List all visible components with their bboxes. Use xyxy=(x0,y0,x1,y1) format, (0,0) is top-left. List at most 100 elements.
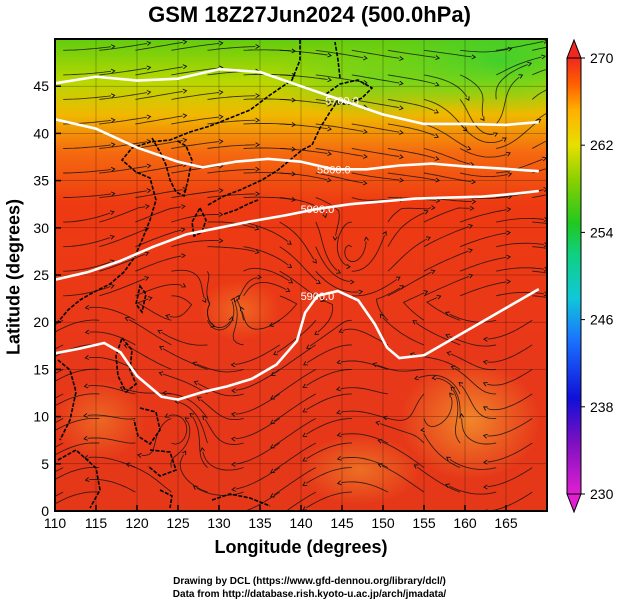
streamline-arrowhead xyxy=(543,291,547,297)
streamline xyxy=(207,144,256,149)
streamline xyxy=(279,221,315,260)
geopotential-contours: 5700.0 5800.0 5900.0 5900.0 xyxy=(55,67,540,401)
coastline-japan-shikoku xyxy=(223,199,259,215)
streamline xyxy=(351,49,400,59)
streamline xyxy=(123,388,172,395)
streamline-arrowhead xyxy=(182,39,188,45)
x-tick-label: 160 xyxy=(453,515,477,531)
streamline-arrowhead xyxy=(462,126,468,132)
streamline xyxy=(99,67,147,76)
streamline xyxy=(99,92,147,100)
streamline xyxy=(306,418,352,435)
streamline-arrowhead xyxy=(18,370,22,374)
streamline-arrowhead xyxy=(399,154,404,160)
streamline xyxy=(135,115,183,125)
streamline-arrowhead xyxy=(239,306,245,312)
contour-line xyxy=(55,189,539,281)
streamline-arrowhead xyxy=(382,231,387,236)
streamline xyxy=(435,377,461,419)
streamline-arrowhead xyxy=(358,289,364,295)
streamline xyxy=(136,298,172,321)
streamline xyxy=(532,46,547,51)
streamline xyxy=(341,433,389,444)
streamline-arrowhead xyxy=(423,209,429,215)
coastline-mindanao xyxy=(147,449,178,477)
streamline-arrowhead xyxy=(314,330,320,336)
warm-patch xyxy=(400,360,540,480)
streamline-arrowhead xyxy=(435,55,440,61)
streamline-arrowhead xyxy=(218,238,224,244)
streamline xyxy=(459,74,484,117)
streamline-arrowhead xyxy=(110,166,116,172)
streamline-arrowhead xyxy=(50,381,54,385)
streamline-arrowhead xyxy=(146,65,152,71)
contour-line xyxy=(55,117,539,173)
streamline xyxy=(423,74,468,97)
streamline-arrowhead xyxy=(332,236,338,241)
streamline-arrowhead xyxy=(518,74,524,79)
streamline-arrowhead xyxy=(327,101,332,107)
streamline-arrowhead xyxy=(336,432,342,438)
streamline xyxy=(315,221,338,271)
streamline-arrowhead xyxy=(506,279,511,285)
streamline xyxy=(344,241,367,262)
streamline xyxy=(273,442,317,471)
streamline-arrowhead xyxy=(182,64,188,70)
streamline xyxy=(315,49,364,59)
streamline xyxy=(376,364,425,372)
colorbar-top-arrow xyxy=(566,38,582,59)
streamline-arrowhead xyxy=(50,356,54,360)
streamline-arrowhead xyxy=(218,89,224,95)
streamline xyxy=(279,49,328,56)
streamline-arrowhead xyxy=(336,455,342,461)
streamline xyxy=(243,246,289,266)
streamline xyxy=(55,393,100,407)
streamline-arrowhead xyxy=(181,253,186,259)
streamline xyxy=(387,74,436,85)
streamline-arrowhead xyxy=(273,350,278,356)
x-axis-ticks: 110 115 120 125 130 135 140 145 150 155 160 165 xyxy=(44,505,518,531)
streamline xyxy=(532,246,547,249)
streamline xyxy=(192,416,208,468)
streamline xyxy=(315,123,364,132)
streamline xyxy=(171,190,220,199)
streamline xyxy=(279,148,328,154)
streamline xyxy=(487,369,533,386)
streamline-arrowhead xyxy=(230,297,236,303)
streamline xyxy=(487,393,533,411)
y-tick-label: 45 xyxy=(33,78,49,94)
map-title: GSM 18Z27Jun2024 (500.0hPa) xyxy=(148,2,471,27)
streamline-arrowhead xyxy=(83,435,88,441)
streamline-arrowhead xyxy=(543,217,547,222)
streamline xyxy=(351,279,398,297)
streamline xyxy=(387,238,427,272)
streamline-arrowhead xyxy=(320,297,326,302)
streamline xyxy=(171,240,219,248)
streamline-arrowhead xyxy=(327,126,332,132)
streamline xyxy=(135,229,182,248)
streamline-arrowhead xyxy=(336,269,342,274)
streamline-arrowhead xyxy=(184,417,190,422)
streamline xyxy=(423,98,465,129)
streamline-arrowhead xyxy=(434,81,440,87)
contour-line xyxy=(55,67,539,127)
streamline xyxy=(531,140,547,149)
coastline-japan-kyushu xyxy=(191,206,207,238)
warm-patch xyxy=(200,280,280,340)
colorbar-ticks: 270 262 254 246 238 230 xyxy=(581,50,614,502)
streamline xyxy=(169,295,193,318)
warm-patch xyxy=(55,380,145,460)
streamline-arrowhead xyxy=(159,346,164,351)
streamline-arrowhead xyxy=(430,205,436,211)
streamline xyxy=(315,172,364,184)
streamline xyxy=(162,348,208,370)
streamline-arrowhead xyxy=(543,266,547,272)
streamline xyxy=(532,221,547,225)
coastline-new-guinea xyxy=(211,493,271,507)
streamline xyxy=(179,454,208,493)
y-tick-label: 35 xyxy=(33,173,49,189)
streamline xyxy=(241,311,280,330)
streamline xyxy=(171,67,220,76)
streamline-arrowhead xyxy=(109,210,115,216)
warm-patch xyxy=(300,435,420,505)
